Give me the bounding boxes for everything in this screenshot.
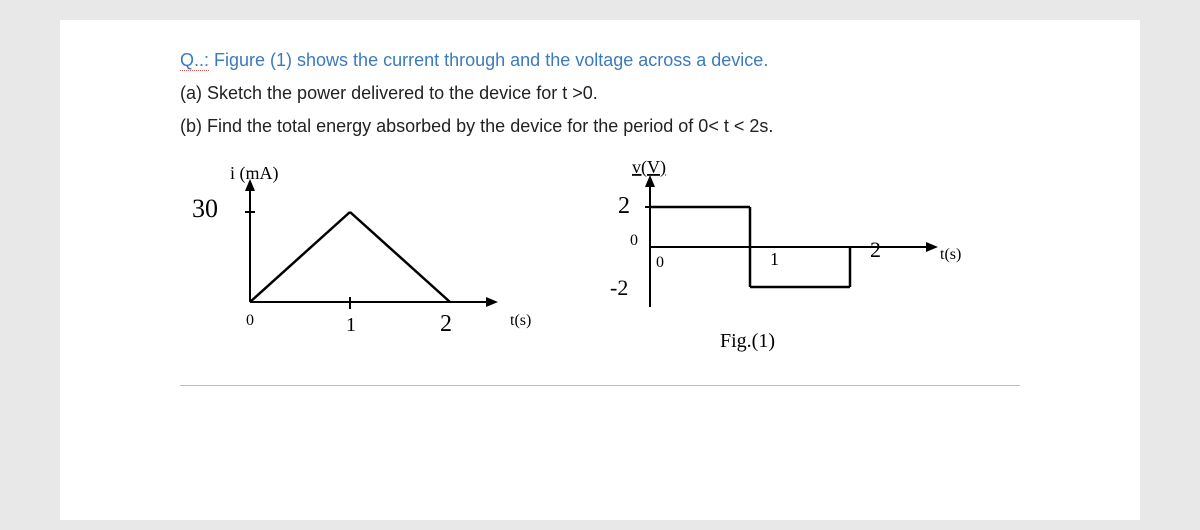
current-fall — [350, 212, 450, 302]
y-axis-label-right: v(V) — [632, 157, 666, 178]
x-axis-arrow-right — [926, 242, 938, 252]
question-header: Q..: Figure (1) shows the current throug… — [180, 50, 1020, 71]
y-origin-0: 0 — [630, 232, 638, 249]
figures-row: i (mA) 30 0 1 2 t(s) — [180, 157, 1020, 367]
question-text: Figure (1) shows the current through and… — [209, 50, 768, 70]
voltage-chart-svg: v(V) 2 0 -2 — [570, 157, 970, 367]
y-tick-label-n2: -2 — [610, 275, 628, 300]
voltage-chart: v(V) 2 0 -2 — [570, 157, 970, 367]
x-tick-label-0-left: 0 — [246, 312, 254, 329]
current-chart: i (mA) 30 0 1 2 t(s) — [180, 157, 550, 347]
x-axis-arrow-left — [486, 297, 498, 307]
x-tick-label-0-right: 0 — [656, 254, 664, 271]
y-tick-label-2: 2 — [618, 193, 630, 219]
part-b: (b) Find the total energy absorbed by th… — [180, 116, 1020, 137]
x-axis-label-right: t(s) — [940, 246, 961, 263]
y-tick-label-30: 30 — [192, 194, 218, 223]
current-rise — [250, 212, 350, 302]
current-chart-svg: i (mA) 30 0 1 2 t(s) — [180, 157, 550, 347]
figure-caption: Fig.(1) — [720, 330, 775, 352]
x-tick-label-1-right: 1 — [770, 249, 779, 269]
bottom-divider — [180, 385, 1020, 386]
x-tick-label-2-right: 2 — [870, 237, 881, 262]
question-prefix: Q..: — [180, 50, 209, 71]
x-tick-label-2-left: 2 — [440, 311, 452, 337]
x-tick-label-1-left: 1 — [346, 314, 356, 336]
page-container: Q..: Figure (1) shows the current throug… — [60, 20, 1140, 520]
part-a: (a) Sketch the power delivered to the de… — [180, 83, 1020, 104]
x-axis-label-left: t(s) — [510, 312, 531, 329]
y-axis-label-left: i (mA) — [230, 163, 279, 184]
